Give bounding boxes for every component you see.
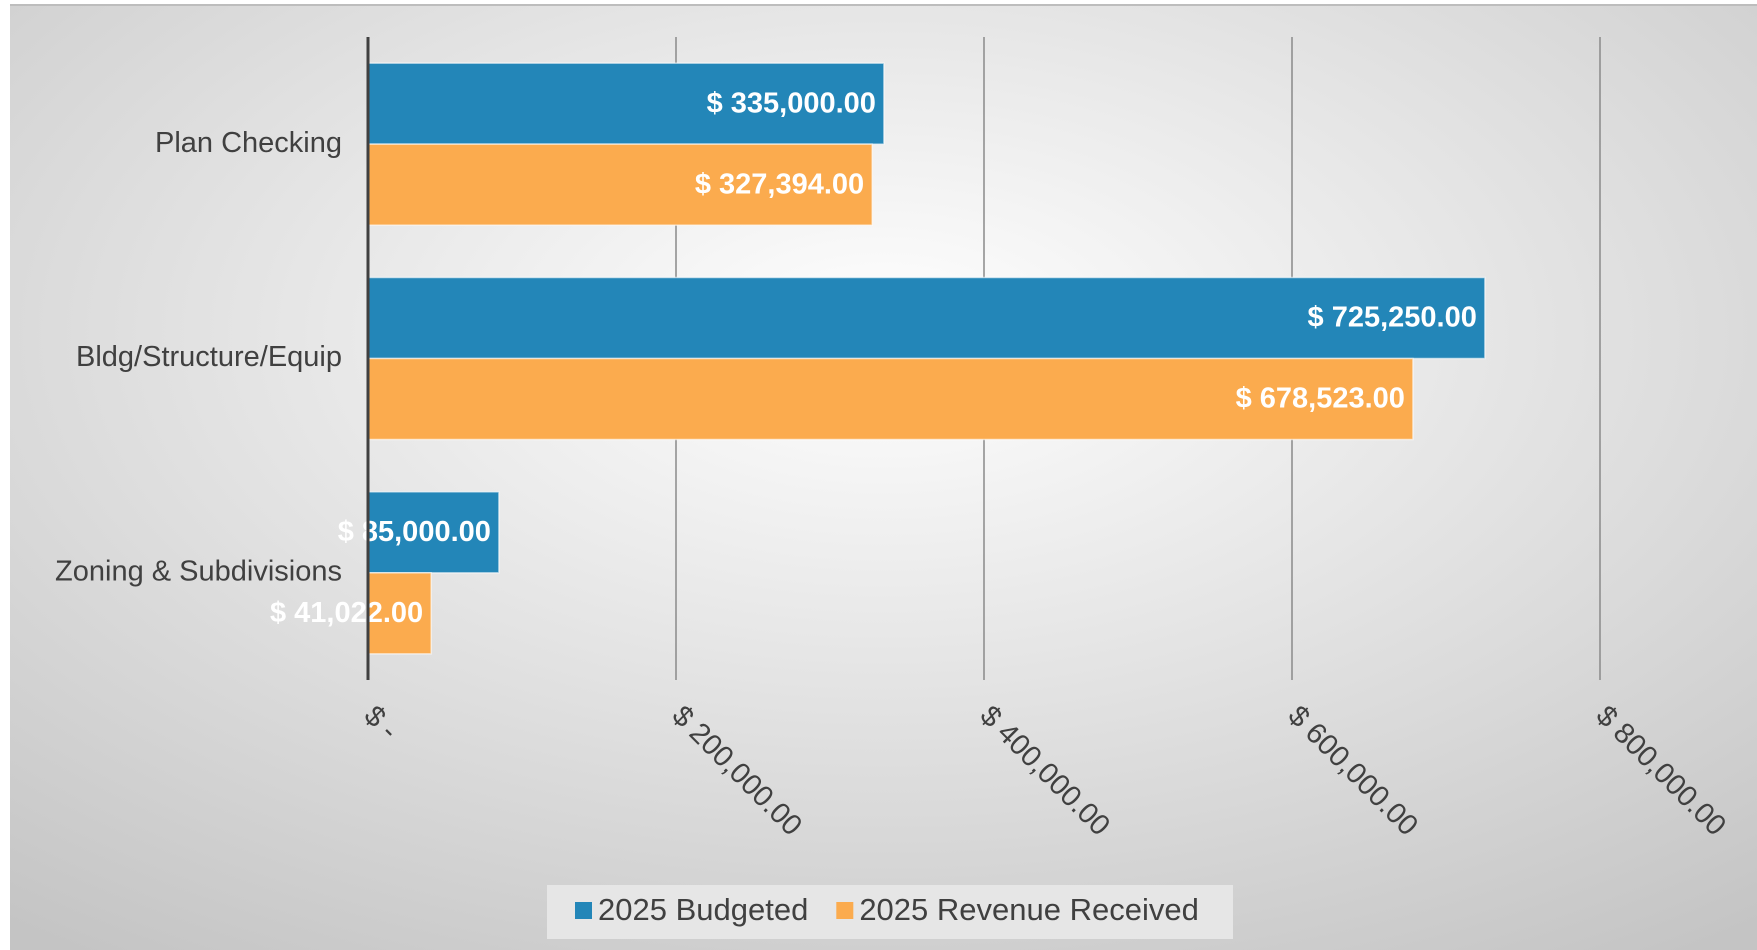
- data-label: $ 41,022.00: [270, 597, 423, 629]
- background: [10, 4, 1757, 950]
- bar: [367, 572, 432, 655]
- legend-label: 2025 Budgeted: [598, 892, 808, 927]
- legend: 2025 Budgeted 2025 Revenue Received: [547, 885, 1233, 939]
- bar: [367, 276, 1486, 360]
- legend-label: 2025 Revenue Received: [859, 892, 1199, 927]
- bar: [367, 491, 500, 574]
- data-label: $ 725,250.00: [1308, 302, 1477, 334]
- bar: [367, 357, 1414, 441]
- data-label: $ 327,394.00: [695, 168, 864, 200]
- legend-box: [547, 885, 1233, 939]
- bar: [367, 62, 885, 145]
- legend-swatch: [575, 902, 592, 919]
- y-tick-label: Bldg/Structure/Equip: [76, 341, 342, 373]
- legend-swatch: [836, 902, 854, 919]
- data-label: $ 678,523.00: [1236, 383, 1405, 415]
- y-tick-label: Plan Checking: [155, 127, 342, 159]
- data-label: $ 335,000.00: [707, 87, 876, 119]
- y-tick-label: Zoning & Subdivisions: [55, 555, 342, 587]
- data-label: $ 85,000.00: [338, 516, 491, 548]
